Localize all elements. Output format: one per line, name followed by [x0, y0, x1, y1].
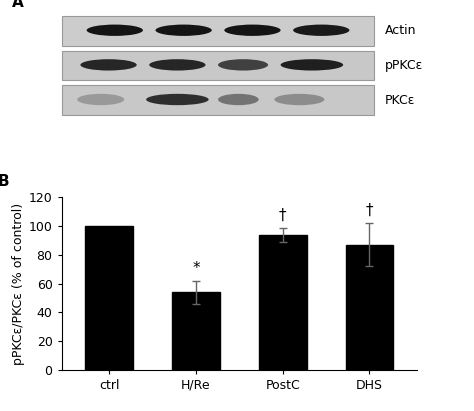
Ellipse shape [274, 94, 324, 105]
Text: A: A [12, 0, 24, 10]
Text: *: * [192, 261, 200, 276]
Bar [62, 16, 374, 46]
Text: †: † [279, 208, 286, 223]
Text: B: B [0, 174, 9, 189]
Text: pPKCε: pPKCε [385, 59, 423, 72]
Bar [85, 226, 133, 370]
Bar [62, 85, 374, 115]
Ellipse shape [81, 59, 137, 71]
Text: †: † [365, 203, 373, 218]
Text: Actin: Actin [385, 24, 417, 37]
Ellipse shape [146, 94, 209, 105]
Ellipse shape [281, 59, 343, 71]
Ellipse shape [293, 25, 349, 36]
Ellipse shape [218, 94, 259, 105]
Ellipse shape [77, 94, 124, 105]
Bar [62, 51, 374, 81]
Ellipse shape [149, 59, 206, 71]
Bar [259, 235, 307, 370]
Bar [172, 292, 220, 370]
Ellipse shape [218, 59, 268, 71]
Text: PKCε: PKCε [385, 94, 416, 106]
Y-axis label: pPKCε/PKCε (% of control): pPKCε/PKCε (% of control) [11, 203, 25, 365]
Ellipse shape [155, 25, 212, 36]
Ellipse shape [224, 25, 281, 36]
Bar [346, 245, 393, 370]
Ellipse shape [87, 25, 143, 36]
